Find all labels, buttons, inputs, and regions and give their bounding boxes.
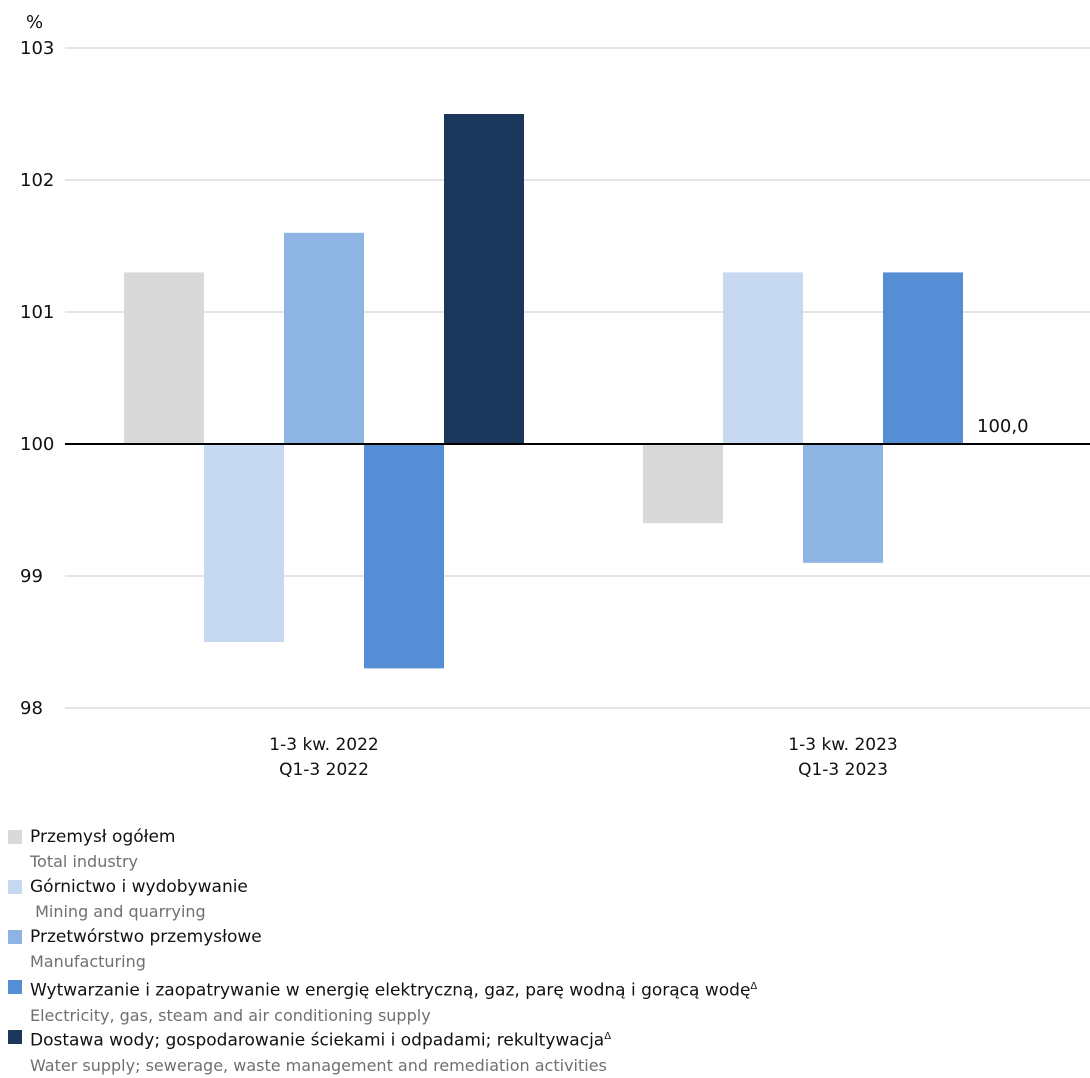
legend-swatch [8,880,22,894]
x-category-label: 1-3 kw. 2023 [788,735,897,755]
bar [204,444,284,642]
legend-swatch [8,980,22,994]
legend-swatch [8,930,22,944]
x-category-label-en: Q1-3 2023 [798,760,888,780]
y-axis-ticks: 98 99 100 101 102 103 [20,38,54,719]
bar [643,444,723,524]
legend-label-en: Mining and quarrying [30,902,206,921]
legend-label-en: Water supply; sewerage, waste management… [30,1055,607,1075]
legend-swatch [8,1030,22,1044]
bars [124,114,963,669]
legend-item: Wytwarzanie i zaopatrywanie w energię el… [8,974,1078,1025]
legend-label-en: Total industry [30,852,138,871]
legend-label-mark: Δ [750,981,758,992]
legend-label: Górnictwo i wydobywanie [30,874,1078,900]
legend-label: Przetwórstwo przemysłowe [30,924,1078,950]
legend-swatch [8,830,22,844]
legend-label-text: Przemysł ogółem [30,827,176,847]
y-tick-label: 99 [20,566,43,587]
legend-label-en: Electricity, gas, steam and air conditio… [30,1005,431,1025]
legend-label: Dostawa wody; gospodarowanie ściekami i … [30,1024,1078,1054]
legend-label-text: Dostawa wody; gospodarowanie ściekami i … [30,1030,605,1051]
legend-label: Przemysł ogółem [30,824,1078,850]
x-category-label-en: Q1-3 2022 [279,760,369,780]
legend-item: Przetwórstwo przemysłowe Manufacturing [8,924,1078,974]
legend-item: Górnictwo i wydobywanie Mining and quarr… [8,874,1078,924]
bar [723,272,803,444]
y-tick-label: 98 [20,698,43,719]
y-tick-label: 100 [20,434,54,455]
legend-label-en: Manufacturing [30,952,146,971]
baseline: 100,0 [65,416,1090,445]
x-axis-categories: 1-3 kw. 2022 Q1-3 2022 1-3 kw. 2023 Q1-3 20… [269,735,897,780]
legend-label: Wytwarzanie i zaopatrywanie w energię el… [30,974,1078,1004]
baseline-label: 100,0 [977,416,1029,437]
bar [444,114,524,444]
y-tick-label: 101 [20,302,54,323]
bar [284,232,364,444]
y-tick-label: 103 [20,38,54,59]
x-category-label: 1-3 kw. 2022 [269,735,378,755]
y-tick-label: 102 [20,170,54,191]
legend-item: Przemysł ogółem Total industry [8,824,1078,874]
legend: Przemysł ogółem Total industry Górnictwo i… [8,824,1078,1075]
bar [124,272,204,444]
legend-label-text: Przetwórstwo przemysłowe [30,927,262,947]
legend-item: Dostawa wody; gospodarowanie ściekami i … [8,1024,1078,1075]
bar-chart: 98 99 100 101 102 103 % 100,0 1-3 kw. 2022 Q1-… [20,12,1090,780]
y-axis-unit-label: % [26,12,43,33]
legend-label-text: Górnictwo i wydobywanie [30,877,248,897]
bar [803,444,883,563]
bar [883,272,963,444]
bar [364,444,444,669]
legend-label-mark: Δ [604,1031,612,1042]
legend-label-text: Wytwarzanie i zaopatrywanie w energię el… [30,980,751,1001]
